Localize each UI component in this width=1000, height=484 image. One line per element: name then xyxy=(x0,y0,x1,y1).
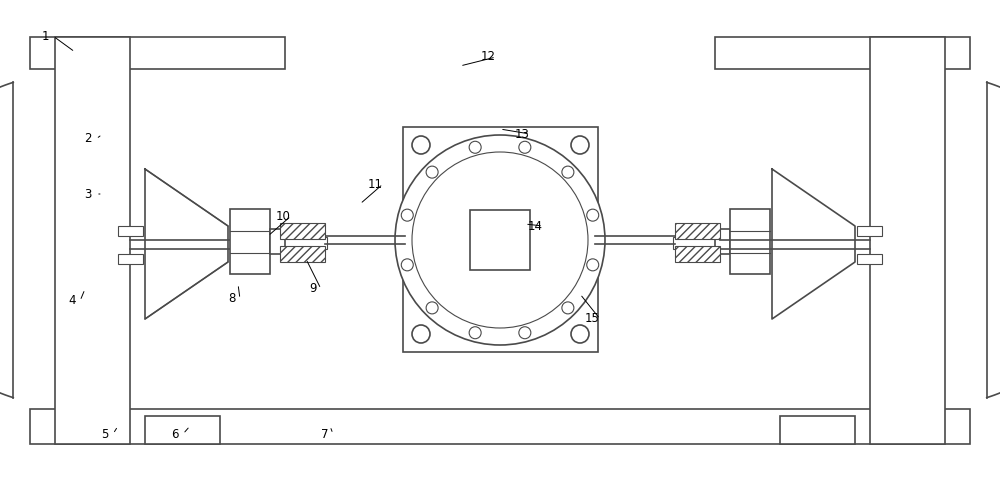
Circle shape xyxy=(562,166,574,178)
Circle shape xyxy=(401,259,413,271)
Circle shape xyxy=(426,302,438,314)
Text: 9: 9 xyxy=(309,283,317,296)
Text: 12: 12 xyxy=(480,50,496,63)
Circle shape xyxy=(571,325,589,343)
Bar xyxy=(280,246,325,262)
Text: 13: 13 xyxy=(515,127,529,140)
Bar xyxy=(857,254,882,264)
Bar xyxy=(780,416,855,444)
Text: 7: 7 xyxy=(321,427,329,440)
Bar xyxy=(30,37,285,69)
Bar xyxy=(270,229,285,254)
Bar xyxy=(470,210,530,270)
Circle shape xyxy=(587,259,599,271)
Circle shape xyxy=(412,136,430,154)
Text: 14: 14 xyxy=(528,220,542,232)
Text: 5: 5 xyxy=(101,427,109,440)
Circle shape xyxy=(469,141,481,153)
Text: 4: 4 xyxy=(68,294,76,307)
Bar xyxy=(857,226,882,236)
Text: 11: 11 xyxy=(368,178,382,191)
Text: 8: 8 xyxy=(228,292,236,305)
Text: 1: 1 xyxy=(41,30,49,43)
Circle shape xyxy=(571,136,589,154)
Circle shape xyxy=(426,166,438,178)
Circle shape xyxy=(519,141,531,153)
Circle shape xyxy=(412,325,430,343)
Bar xyxy=(673,237,722,249)
Bar xyxy=(870,37,945,444)
Circle shape xyxy=(395,135,605,345)
Bar xyxy=(675,246,720,262)
Bar xyxy=(30,409,970,444)
Circle shape xyxy=(469,327,481,339)
Circle shape xyxy=(519,327,531,339)
Circle shape xyxy=(587,209,599,221)
Circle shape xyxy=(562,302,574,314)
Bar xyxy=(145,416,220,444)
Bar xyxy=(675,223,720,239)
Bar xyxy=(118,254,143,264)
Bar xyxy=(730,209,770,274)
Circle shape xyxy=(401,209,413,221)
Text: 15: 15 xyxy=(585,313,599,326)
Bar xyxy=(230,209,270,274)
Text: 10: 10 xyxy=(276,210,290,223)
Bar xyxy=(403,127,598,352)
Text: 6: 6 xyxy=(171,427,179,440)
Bar xyxy=(278,237,327,249)
Text: 3: 3 xyxy=(84,187,92,200)
Bar xyxy=(715,37,970,69)
Circle shape xyxy=(412,152,588,328)
Text: 2: 2 xyxy=(84,133,92,146)
Bar xyxy=(715,229,730,254)
Bar xyxy=(280,223,325,239)
Bar xyxy=(55,37,130,444)
Bar xyxy=(118,226,143,236)
